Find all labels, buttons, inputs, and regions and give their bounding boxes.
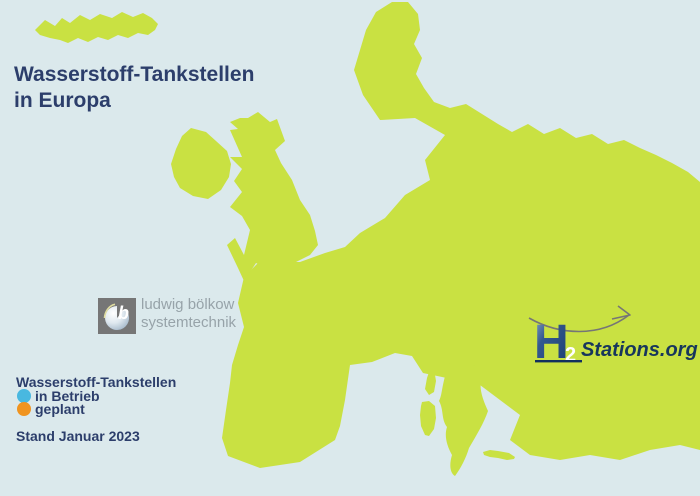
svg-text:2: 2: [565, 344, 576, 366]
svg-text:Stations.org: Stations.org: [581, 339, 698, 361]
